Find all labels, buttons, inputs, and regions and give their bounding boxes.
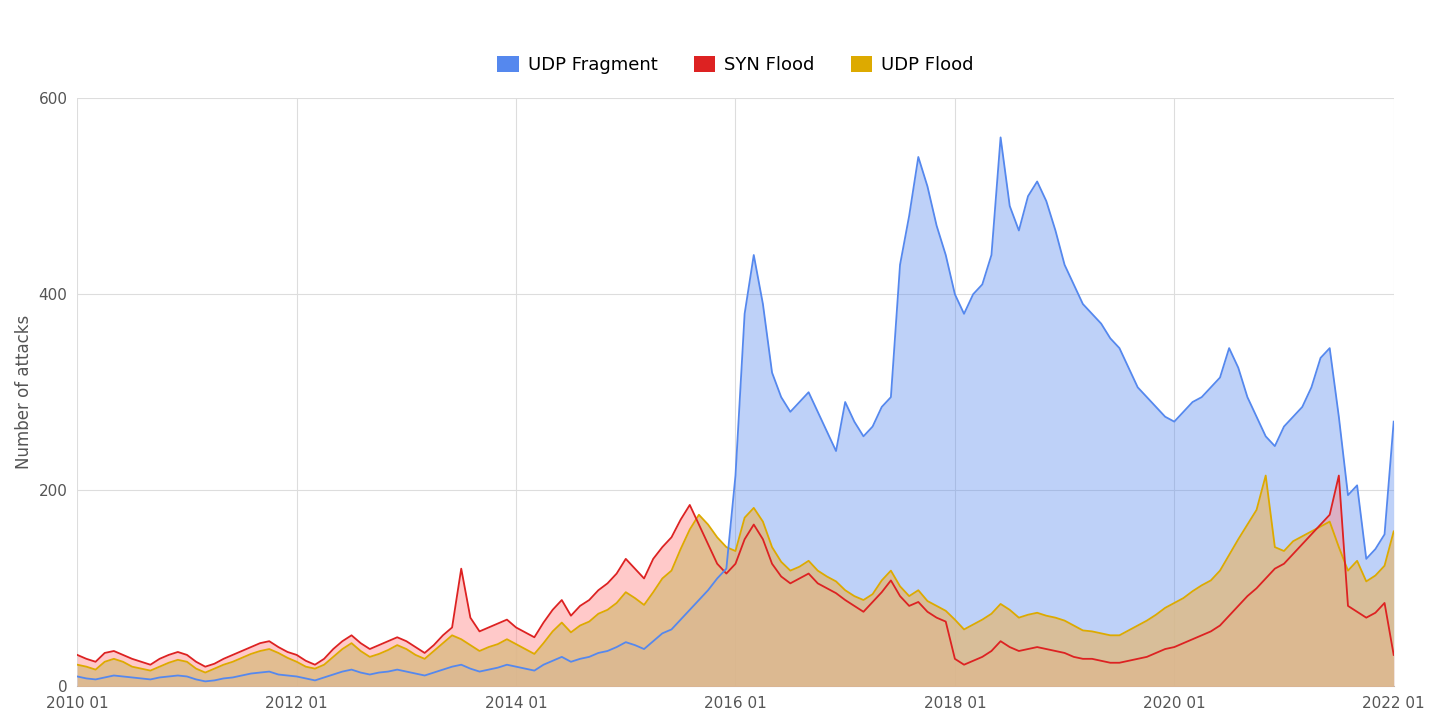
Y-axis label: Number of attacks: Number of attacks	[14, 315, 33, 469]
Legend: UDP Fragment, SYN Flood, UDP Flood: UDP Fragment, SYN Flood, UDP Flood	[490, 49, 981, 81]
